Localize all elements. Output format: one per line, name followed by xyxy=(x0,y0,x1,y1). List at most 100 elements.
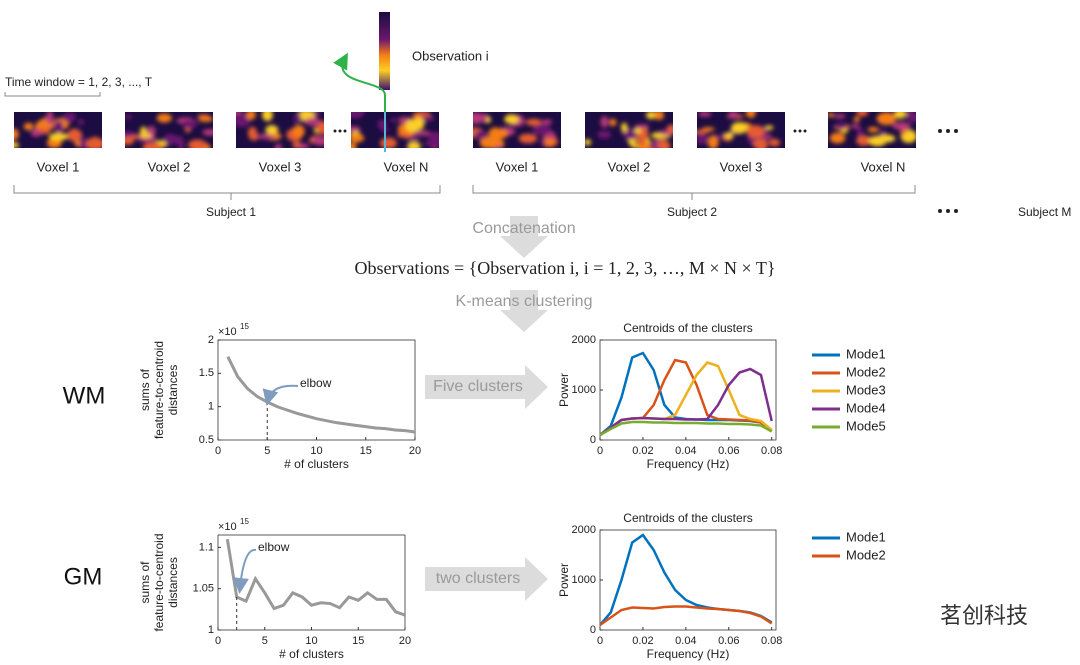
heatmap-blob xyxy=(293,113,302,124)
heatmap-blob xyxy=(495,145,502,148)
heatmap-blob xyxy=(30,129,42,137)
heatmap-blob xyxy=(181,119,198,129)
heatmap-blob xyxy=(856,112,869,117)
heatmap-blob xyxy=(184,127,192,133)
heatmap-blobs xyxy=(14,112,102,148)
heatmap xyxy=(585,112,673,148)
heatmap xyxy=(828,112,916,148)
x-tick-label: 0.04 xyxy=(675,445,696,457)
heatmap-blob xyxy=(856,135,872,146)
heatmap-blob xyxy=(892,122,911,130)
heatmap-blob xyxy=(728,112,739,119)
x-tick-label: 15 xyxy=(352,635,364,647)
y-multiplier: ×10 xyxy=(218,521,237,533)
elbow-arrow xyxy=(262,384,299,406)
subject-bracket xyxy=(13,185,441,200)
heatmap-blob xyxy=(746,125,765,139)
elbow-arrow xyxy=(233,548,257,594)
heatmap-blob xyxy=(876,112,897,126)
heatmap-blob xyxy=(142,142,163,148)
heatmap-blob xyxy=(14,142,20,148)
y-tick-label: 2000 xyxy=(572,334,596,346)
heatmap-blob xyxy=(745,112,756,119)
y-multiplier-exp: 15 xyxy=(240,322,249,331)
heatmap-blob xyxy=(188,139,207,148)
series-line xyxy=(600,367,773,437)
x-tick-label: 0.08 xyxy=(761,445,782,457)
heatmap-blob xyxy=(697,129,710,134)
x-tick-label: 20 xyxy=(409,445,421,457)
heatmap-blob xyxy=(80,137,88,148)
heatmap-blob xyxy=(412,116,425,130)
x-axis-label: Frequency (Hz) xyxy=(647,647,730,661)
voxel-label: Voxel 1 xyxy=(496,159,539,174)
formula: Observations = {Observation i, i = 1, 2,… xyxy=(354,258,775,278)
heatmap-blob xyxy=(77,118,85,126)
x-tick-label: 0.08 xyxy=(761,635,782,647)
heatmap-blob xyxy=(724,132,734,139)
elbow-label: elbow xyxy=(300,376,332,390)
series-line xyxy=(225,538,405,617)
heatmap-blob xyxy=(645,112,656,120)
heatmap-blob xyxy=(653,112,665,121)
series-line xyxy=(600,605,773,627)
right-arrow xyxy=(425,557,548,601)
y-multiplier: ×10 xyxy=(218,326,237,338)
y-tick-label: 0 xyxy=(590,434,596,446)
y-axis-label: distances xyxy=(166,557,180,608)
y-tick-label: 1 xyxy=(208,401,214,413)
heatmap-blobs xyxy=(828,112,916,147)
heatmap-blob xyxy=(868,135,887,147)
heatmap xyxy=(473,112,561,148)
voxel-label: Voxel 3 xyxy=(259,159,302,174)
heatmap-blob xyxy=(768,138,781,147)
y-tick-label: 1 xyxy=(208,624,214,636)
subject-label: Subject 1 xyxy=(206,205,256,219)
heatmap-blob xyxy=(518,133,538,144)
heatmap-blob xyxy=(48,132,69,141)
clustering-label: K-means clustering xyxy=(456,293,593,310)
heatmap-blob xyxy=(292,124,305,138)
heatmap-blob xyxy=(853,116,860,123)
heatmap-blob xyxy=(414,130,431,136)
heatmap-blobs xyxy=(125,113,213,148)
heatmap-blob xyxy=(828,112,835,118)
y-axis-label: sums of xyxy=(138,561,152,604)
heatmap-blob xyxy=(67,128,82,142)
heatmap-blob xyxy=(351,112,365,119)
heatmap-blob xyxy=(351,142,357,148)
heatmap xyxy=(14,112,102,148)
x-tick-label: 0.06 xyxy=(718,445,739,457)
voxel-label: Voxel N xyxy=(861,159,906,174)
legend-label: Mode3 xyxy=(846,382,886,397)
heatmap-blob xyxy=(525,118,542,126)
heatmap-blob xyxy=(236,112,243,115)
y-axis-label: feature-to-centroid xyxy=(152,341,166,439)
concatenation-label: Concatenation xyxy=(472,220,575,237)
heatmap-blob xyxy=(125,130,136,137)
heatmap-blob xyxy=(274,143,282,148)
x-tick-label: 0.02 xyxy=(632,635,653,647)
heatmap-blob xyxy=(609,118,617,127)
y-tick-label: 2000 xyxy=(572,524,596,536)
heatmap-blob xyxy=(634,124,650,129)
heatmap-blob xyxy=(834,113,846,119)
heatmap-blob xyxy=(834,122,848,130)
voxel-label: Voxel 3 xyxy=(720,159,763,174)
y-tick-label: 2 xyxy=(208,334,214,346)
x-tick-label: 5 xyxy=(262,635,268,647)
heatmap-blob xyxy=(247,126,258,140)
heatmap-blob xyxy=(475,130,487,140)
x-tick-label: 0 xyxy=(597,445,603,457)
heatmap-blob xyxy=(480,113,488,122)
voxel-label: Voxel 2 xyxy=(608,159,651,174)
heatmap-blob xyxy=(698,112,712,117)
heatmap-blob xyxy=(757,138,767,148)
heatmap-blobs xyxy=(585,112,673,148)
heatmap-blob xyxy=(74,140,82,147)
heatmap-blob xyxy=(856,126,863,137)
heatmap-blob xyxy=(139,133,152,139)
legend-label: Mode1 xyxy=(846,529,886,544)
x-tick-label: 0.04 xyxy=(675,635,696,647)
heatmap-blob xyxy=(305,117,321,126)
